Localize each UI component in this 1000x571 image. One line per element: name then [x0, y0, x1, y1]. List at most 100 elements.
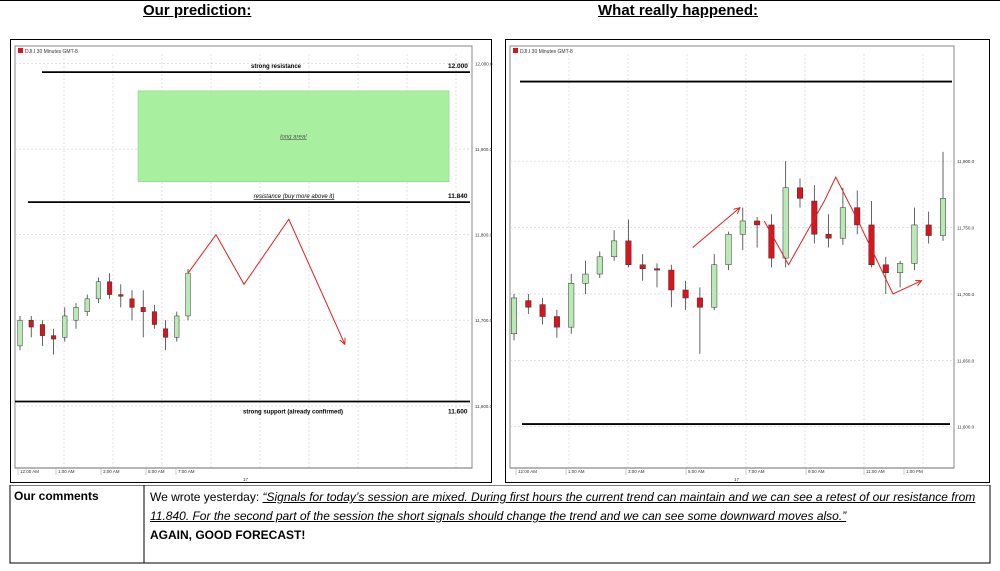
- candle-body: [174, 315, 180, 338]
- comments-quote: “Signals for today’s session are mixed. …: [150, 490, 976, 523]
- candle-body: [639, 264, 646, 269]
- projection-arrow: [692, 208, 740, 248]
- symbol-icon: [513, 48, 518, 53]
- candle-body: [525, 300, 532, 308]
- candle-body: [654, 268, 660, 271]
- candle-body: [151, 311, 157, 325]
- y-tick-label: 11,900.0: [475, 147, 493, 152]
- actual-chart: DJI.I 30 Minutes GMT-8 11,800.0 11,750.0 11…: [509, 45, 975, 482]
- x-tick-label: 7:00 AM: [748, 469, 765, 474]
- candle-body: [17, 319, 23, 347]
- comments-label: Our comments: [14, 489, 99, 503]
- candle-body: [140, 307, 146, 312]
- prediction-chart: DJI.I 30 Minutes GMT-8 12,000.0 11,900.0 11…: [14, 45, 493, 482]
- candle-body: [754, 220, 761, 226]
- y-tick-label: 12,000.0: [475, 62, 493, 67]
- candle-body: [611, 240, 618, 258]
- x-tick-label: 3:00 AM: [103, 469, 120, 474]
- x-tick-label: 7:00 AM: [178, 469, 195, 474]
- y-tick-label: 11,800.0: [475, 233, 493, 238]
- comments-intro: We wrote yesterday:: [150, 490, 263, 504]
- actual-panel: DJI.I 30 Minutes GMT-8 11,800.0 11,750.0 11…: [505, 39, 990, 483]
- candle-body: [825, 233, 832, 239]
- candle-body: [625, 240, 632, 266]
- candle-body: [582, 273, 589, 284]
- level-label: strong resistance: [251, 64, 302, 70]
- candle-body: [51, 335, 57, 340]
- candle-body: [682, 289, 689, 299]
- right-chart-header: What really happened:: [598, 2, 759, 19]
- candle-body: [940, 198, 946, 236]
- candle-body: [711, 264, 718, 308]
- candle-body: [868, 224, 875, 266]
- candle-body: [768, 224, 775, 259]
- candle-body: [28, 319, 34, 328]
- projection-arrow: [187, 218, 345, 344]
- level-label: strong support (already confirmed): [243, 410, 343, 416]
- candle-body: [739, 220, 746, 235]
- candle-body: [95, 281, 101, 300]
- candle-body: [129, 298, 135, 308]
- candle-body: [553, 316, 560, 328]
- x-tick-label: 9:00 AM: [808, 469, 825, 474]
- x-tick-label: 1:00 PM: [906, 469, 923, 474]
- level-price: 11.840: [448, 193, 468, 200]
- candle-body: [39, 324, 45, 336]
- y-tick-label: 11,700.0: [475, 318, 493, 323]
- y-tick-label: 11,750.0: [957, 226, 975, 231]
- y-tick-label: 11,600.0: [475, 404, 493, 409]
- candle-body: [568, 283, 575, 328]
- candle-body: [725, 233, 732, 266]
- level-price: 12.000: [448, 63, 468, 70]
- projection-arrow: [763, 176, 921, 295]
- day-label: 17: [243, 477, 249, 482]
- y-tick-label: 11,600.0: [957, 425, 975, 430]
- x-tick-label: 1:00 AM: [58, 469, 75, 474]
- x-tick-label: 5:00 AM: [148, 469, 165, 474]
- candle-body: [797, 187, 803, 199]
- candle-body: [511, 297, 517, 335]
- day-label: 17: [734, 477, 740, 482]
- candle-body: [84, 298, 90, 312]
- x-tick-label: 12:00 AM: [518, 469, 537, 474]
- top-border: [0, 0, 1000, 1]
- y-tick-label: 11,700.0: [957, 292, 975, 297]
- comments-conclusion: AGAIN, GOOD FORECAST!: [150, 528, 306, 542]
- long-area-label: long area!: [280, 134, 307, 140]
- x-tick-label: 5:00 AM: [688, 469, 705, 474]
- candle-body: [73, 307, 79, 321]
- prediction-panel: DJI.I 30 Minutes GMT-8 12,000.0 11,900.0 11…: [10, 39, 493, 483]
- candle-body: [107, 281, 113, 295]
- candle-body: [782, 187, 789, 259]
- x-tick-label: 1:00 AM: [568, 469, 585, 474]
- comments-text: We wrote yesterday: “Signals for today’s…: [150, 488, 990, 545]
- candle-body: [163, 328, 169, 338]
- candle-body: [668, 269, 675, 291]
- candle-body: [897, 263, 904, 273]
- left-chart-header: Our prediction:: [143, 2, 252, 19]
- symbol-icon: [18, 48, 23, 53]
- candle-body: [911, 224, 918, 264]
- candle-body: [62, 315, 68, 338]
- long-area-box: [137, 90, 450, 182]
- candle-body: [925, 224, 932, 236]
- y-tick-label: 11,800.0: [957, 159, 975, 164]
- level-price: 11.600: [448, 409, 468, 416]
- candle-body: [118, 294, 124, 297]
- comments-table-frame: [9, 485, 991, 564]
- candle-body: [185, 272, 191, 317]
- x-tick-label: 12:00 AM: [20, 469, 39, 474]
- plot-area: [509, 45, 955, 469]
- symbol-label: DJI.I 30 Minutes GMT-8: [25, 49, 78, 55]
- candle-body: [854, 207, 861, 226]
- candle-body: [596, 256, 603, 275]
- candle-body: [696, 297, 703, 308]
- level-label: resistance (buy more above it): [254, 194, 335, 200]
- candle-body: [882, 264, 889, 273]
- x-tick-label: 11:00 AM: [866, 469, 885, 474]
- y-tick-label: 11,650.0: [957, 358, 975, 363]
- candle-body: [839, 207, 846, 239]
- symbol-label: DJI.I 30 Minutes GMT-8: [520, 49, 573, 55]
- candle-body: [811, 200, 818, 235]
- candle-body: [539, 304, 546, 317]
